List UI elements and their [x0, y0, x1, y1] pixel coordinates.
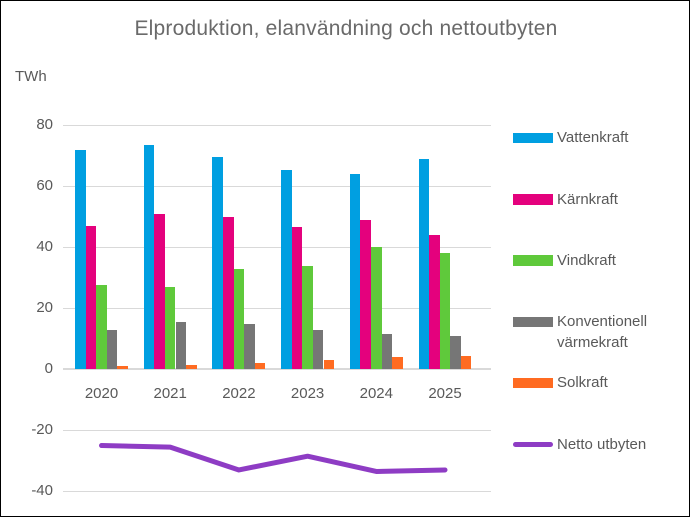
gridline: [63, 307, 491, 310]
bar-vindkraft-2020: [96, 285, 107, 370]
x-axis-tick-label: 2023: [290, 385, 325, 402]
bar-solkraft-2023: [323, 360, 335, 370]
legend-label: Solkraft: [557, 374, 608, 392]
bar-konventionell-v-rmekraft-2024: [381, 334, 393, 370]
bar-vindkraft-2025: [439, 253, 451, 370]
bar-vattenkraft-2022: [212, 157, 223, 370]
y-axis-tick-label: -20: [31, 421, 53, 439]
y-axis-tick-label: 60: [36, 177, 53, 195]
legend-color-swatch: [513, 194, 553, 205]
bar-vindkraft-2022: [233, 268, 245, 370]
gridline: [63, 429, 491, 432]
x-axis-tick-label: 2025: [428, 385, 462, 402]
bar-k-rnkraft-2021: [154, 213, 165, 370]
bar-solkraft-2025: [460, 355, 472, 370]
bar-k-rnkraft-2023: [291, 227, 303, 370]
legend-color-swatch: [513, 255, 553, 266]
x-axis-tick-label: 2021: [153, 385, 187, 402]
bar-konventionell-v-rmekraft-2023: [312, 329, 324, 370]
gridline: [63, 368, 491, 371]
legend-color-swatch: [513, 316, 553, 328]
chart-title: Elproduktion, elanvändning och nettoutby…: [134, 17, 558, 40]
bar-k-rnkraft-2024: [360, 219, 371, 370]
bar-vattenkraft-2024: [349, 174, 361, 370]
bar-k-rnkraft-2025: [429, 235, 440, 370]
gridline: [63, 185, 491, 188]
x-axis-tick-label: 2022: [222, 385, 256, 402]
legend-color-swatch: [513, 132, 553, 144]
bar-k-rnkraft-2020: [85, 225, 97, 370]
bar-solkraft-2024: [392, 357, 403, 370]
y-axis-tick-label: 20: [36, 299, 53, 317]
legend-label: Kärnkraft: [557, 190, 618, 208]
legend-label: Vindkraft: [557, 251, 616, 269]
bar-konventionell-v-rmekraft-2025: [450, 335, 461, 370]
legend-label: Vattenkraft: [557, 129, 629, 147]
bar-solkraft-2021: [186, 364, 197, 370]
bar-vattenkraft-2023: [281, 169, 292, 370]
legend-label: Konventionell värmekraft: [557, 313, 648, 352]
legend-color-swatch: [513, 377, 553, 389]
gridline: [63, 490, 491, 493]
y-axis-tick-label: 0: [44, 360, 53, 378]
bar-vindkraft-2021: [164, 286, 176, 370]
bar-vindkraft-2023: [302, 265, 313, 370]
bar-k-rnkraft-2022: [223, 216, 234, 370]
y-axis-unit-label: TWh: [15, 68, 47, 85]
y-axis-tick-label: -40: [31, 482, 53, 500]
bar-solkraft-2020: [117, 366, 128, 370]
bar-vattenkraft-2021: [143, 145, 155, 370]
bar-solkraft-2022: [254, 363, 266, 370]
legend-label: Netto utbyten: [557, 435, 647, 453]
bar-vindkraft-2024: [371, 247, 382, 370]
bar-konventionell-v-rmekraft-2021: [175, 322, 187, 370]
bar-vattenkraft-2025: [418, 158, 430, 370]
bar-vattenkraft-2020: [75, 149, 86, 370]
bar-konventionell-v-rmekraft-2020: [106, 329, 118, 370]
y-axis-tick-label: 40: [36, 238, 53, 256]
gridline: [63, 246, 491, 249]
x-axis-tick-label: 2024: [359, 385, 393, 402]
legend-line-swatch: [513, 442, 553, 448]
y-axis-tick-label: 80: [36, 116, 53, 134]
x-axis-tick-label: 2020: [84, 385, 119, 402]
bar-konventionell-v-rmekraft-2022: [244, 323, 255, 370]
gridline: [63, 124, 491, 127]
